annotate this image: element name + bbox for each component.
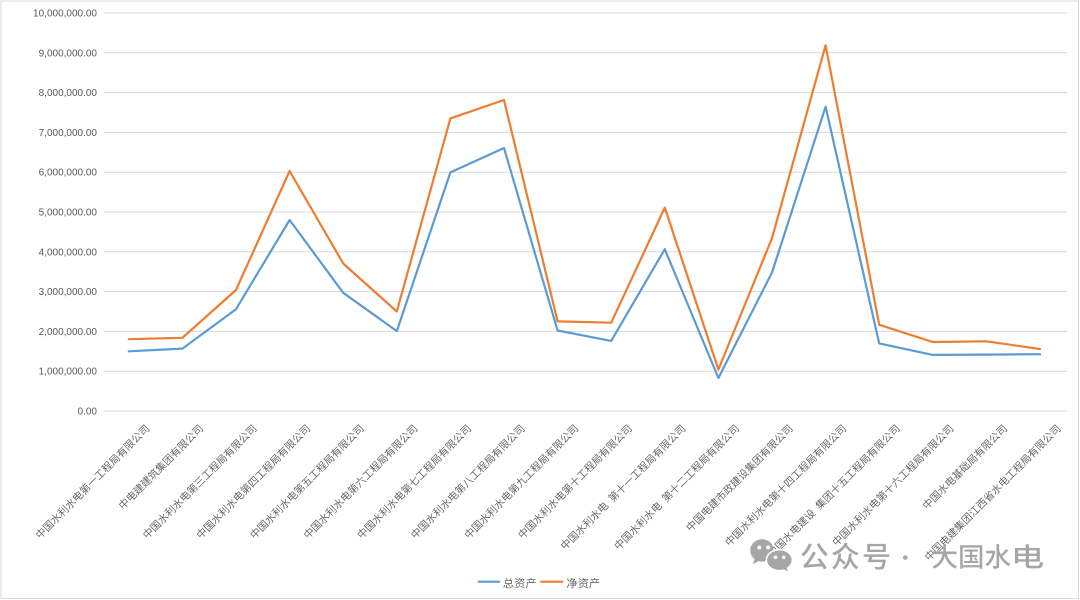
svg-text:5,000,000.00: 5,000,000.00: [39, 208, 98, 219]
svg-text:10,000,000.00: 10,000,000.00: [33, 9, 97, 20]
svg-text:1,000,000.00: 1,000,000.00: [39, 367, 98, 378]
svg-text:6,000,000.00: 6,000,000.00: [39, 168, 98, 179]
svg-text:8,000,000.00: 8,000,000.00: [39, 88, 98, 99]
svg-text:9,000,000.00: 9,000,000.00: [39, 48, 98, 59]
svg-text:3,000,000.00: 3,000,000.00: [39, 287, 98, 298]
svg-text:7,000,000.00: 7,000,000.00: [39, 128, 98, 139]
svg-text:0.00: 0.00: [78, 407, 98, 418]
svg-text:4,000,000.00: 4,000,000.00: [39, 247, 98, 258]
svg-text:2,000,000.00: 2,000,000.00: [39, 327, 98, 338]
